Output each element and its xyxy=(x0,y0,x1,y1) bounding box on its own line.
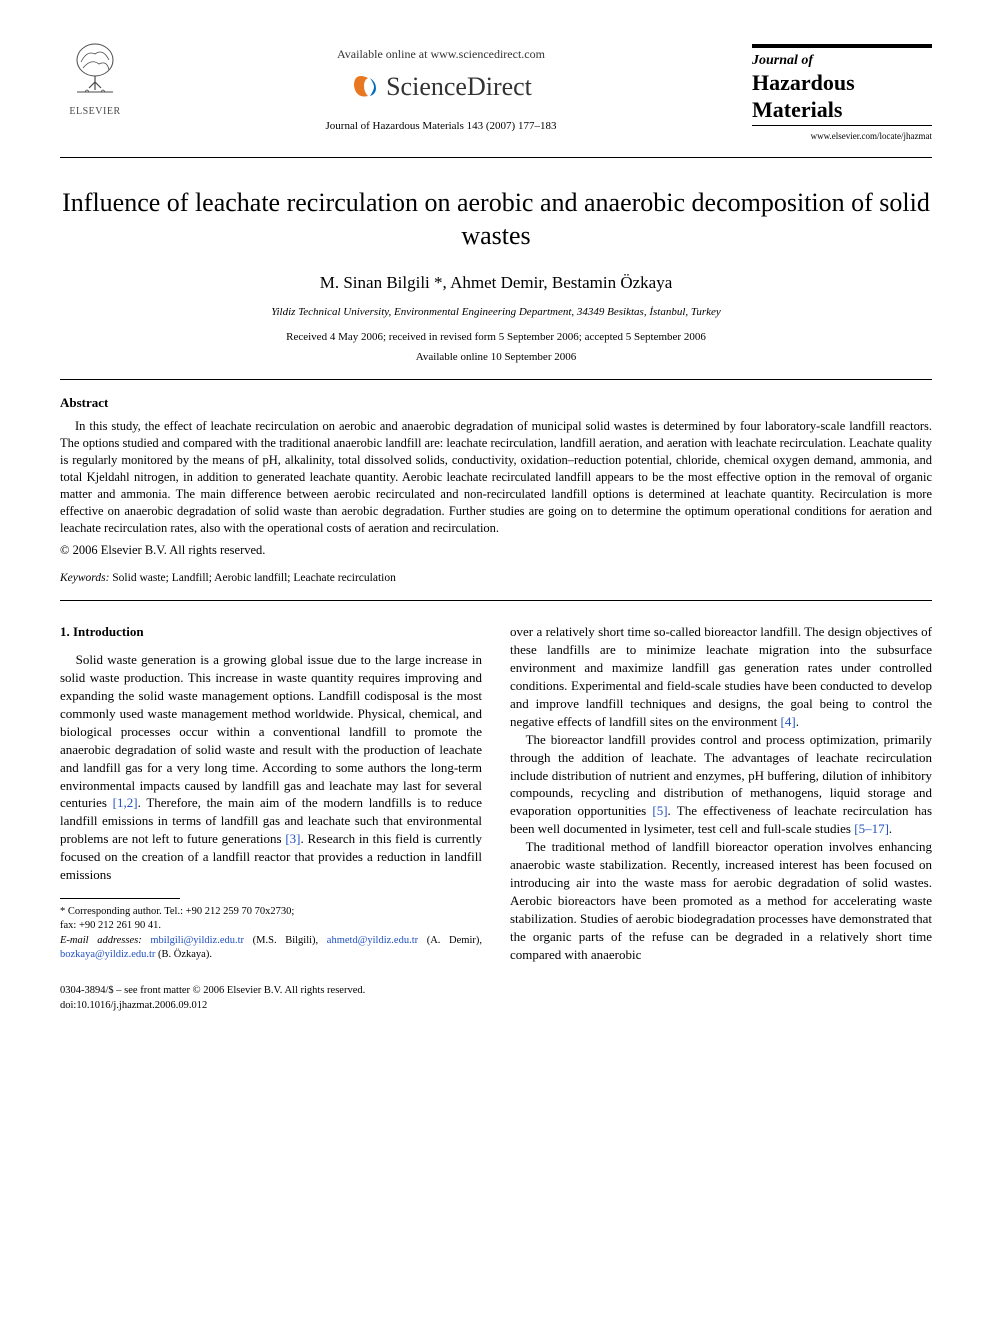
footnote-fax: fax: +90 212 261 90 41. xyxy=(60,919,482,933)
intro-para-3: The traditional method of landfill biore… xyxy=(510,838,932,964)
authors-line: M. Sinan Bilgili *, Ahmet Demir, Bestami… xyxy=(60,271,932,295)
email-link-2[interactable]: ahmetd@yildiz.edu.tr xyxy=(327,935,418,946)
footnote-emails: E-mail addresses: mbilgili@yildiz.edu.tr… xyxy=(60,934,482,962)
footnote-rule xyxy=(60,898,180,899)
sciencedirect-icon xyxy=(350,72,380,102)
journal-name-2: Materials xyxy=(752,98,932,122)
keywords-line: Keywords: Solid waste; Landfill; Aerobic… xyxy=(60,570,932,586)
available-online-text: Available online at www.sciencedirect.co… xyxy=(130,46,752,63)
intro-text-1a: Solid waste generation is a growing glob… xyxy=(60,652,482,811)
sciencedirect-text: ScienceDirect xyxy=(386,69,532,105)
dates-received: Received 4 May 2006; received in revised… xyxy=(60,330,932,345)
elsevier-tree-icon xyxy=(67,40,123,96)
dates-online: Available online 10 September 2006 xyxy=(60,350,932,365)
ref-link-4[interactable]: [4] xyxy=(781,714,796,729)
journal-url: www.elsevier.com/locate/jhazmat xyxy=(752,130,932,143)
intro-text-2b: . xyxy=(796,714,799,729)
journal-logo: Journal of Hazardous Materials www.elsev… xyxy=(752,40,932,143)
ref-link-3[interactable]: [3] xyxy=(285,831,300,846)
abstract-heading: Abstract xyxy=(60,394,932,412)
email-who-2: (A. Demir), xyxy=(418,935,482,946)
ref-link-5[interactable]: [5] xyxy=(652,803,667,818)
right-column: over a relatively short time so-called b… xyxy=(510,623,932,964)
affiliation-line: Yildiz Technical University, Environment… xyxy=(60,305,932,320)
ref-link-5-17[interactable]: [5–17] xyxy=(854,821,889,836)
intro-para-1-cont: over a relatively short time so-called b… xyxy=(510,623,932,731)
keywords-list: Solid waste; Landfill; Aerobic landfill;… xyxy=(112,572,396,584)
email-link-1[interactable]: mbilgili@yildiz.edu.tr xyxy=(150,935,244,946)
footnote-block: * Corresponding author. Tel.: +90 212 25… xyxy=(60,905,482,962)
intro-para-2: The bioreactor landfill provides control… xyxy=(510,731,932,839)
keywords-label: Keywords: xyxy=(60,572,109,584)
abstract-body: In this study, the effect of leachate re… xyxy=(60,418,932,536)
elsevier-logo: ELSEVIER xyxy=(60,40,130,119)
sciencedirect-brand: ScienceDirect xyxy=(350,69,532,105)
citation-line: Journal of Hazardous Materials 143 (2007… xyxy=(130,119,752,134)
ref-link-1-2[interactable]: [1,2] xyxy=(113,795,138,810)
journal-name-1: Hazardous xyxy=(752,71,932,95)
footer-meta: 0304-3894/$ – see front matter © 2006 El… xyxy=(60,984,932,1013)
divider-after-meta xyxy=(60,379,932,380)
footnote-corresponding: * Corresponding author. Tel.: +90 212 25… xyxy=(60,905,482,919)
header-row: ELSEVIER Available online at www.science… xyxy=(60,40,932,143)
left-column: 1. Introduction Solid waste generation i… xyxy=(60,623,482,964)
email-link-3[interactable]: bozkaya@yildiz.edu.tr xyxy=(60,949,155,960)
intro-para-1: Solid waste generation is a growing glob… xyxy=(60,651,482,884)
email-label: E-mail addresses: xyxy=(60,935,142,946)
divider-top xyxy=(60,157,932,158)
article-title: Influence of leachate recirculation on a… xyxy=(60,186,932,254)
email-who-3: (B. Özkaya). xyxy=(155,949,212,960)
abstract-copyright: © 2006 Elsevier B.V. All rights reserved… xyxy=(60,542,932,560)
elsevier-text: ELSEVIER xyxy=(60,105,130,119)
journal-of-text: Journal of xyxy=(752,51,932,71)
email-who-1: (M.S. Bilgili), xyxy=(244,935,318,946)
body-columns: 1. Introduction Solid waste generation i… xyxy=(60,623,932,964)
center-header: Available online at www.sciencedirect.co… xyxy=(130,40,752,138)
intro-text-2a: over a relatively short time so-called b… xyxy=(510,624,932,729)
footer-doi: doi:10.1016/j.jhazmat.2006.09.012 xyxy=(60,999,932,1014)
section-1-heading: 1. Introduction xyxy=(60,623,482,641)
intro-text-3c: . xyxy=(889,821,892,836)
divider-after-abstract xyxy=(60,600,932,601)
footer-front-matter: 0304-3894/$ – see front matter © 2006 El… xyxy=(60,984,932,999)
